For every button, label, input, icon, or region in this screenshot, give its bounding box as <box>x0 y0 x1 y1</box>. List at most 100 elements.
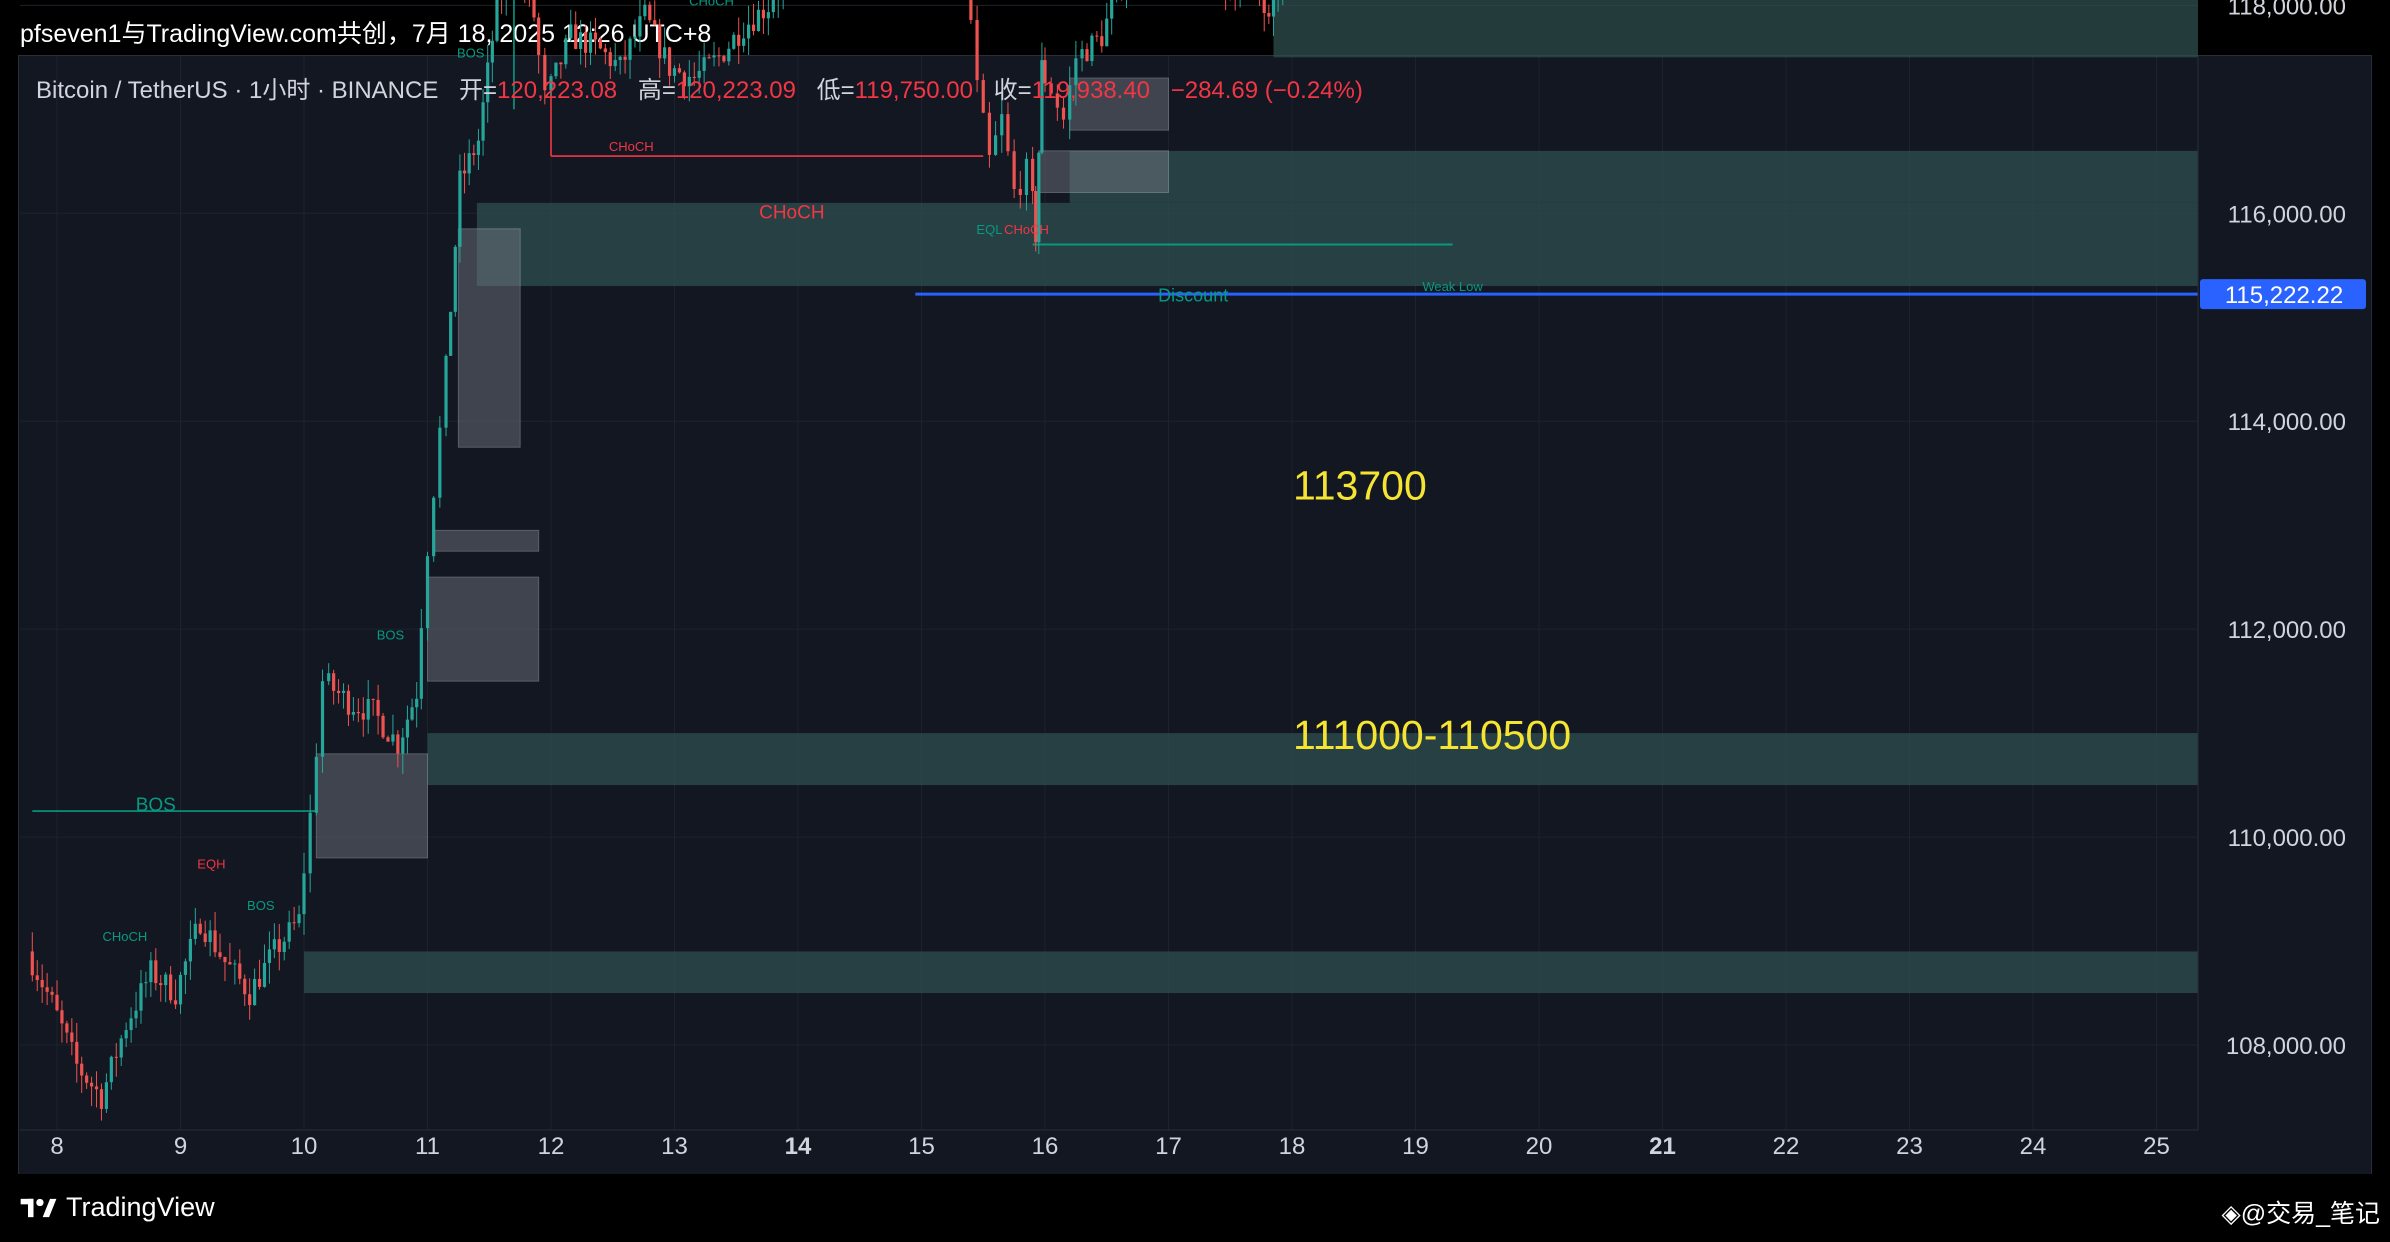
candle-body <box>188 938 192 962</box>
smc-label: CHoCH <box>759 202 824 223</box>
smc-label: BOS <box>136 795 176 816</box>
candle-body <box>164 974 168 986</box>
candle-body <box>677 68 682 73</box>
time-axis-tick: 25 <box>2143 1133 2170 1160</box>
candle-body <box>381 715 385 738</box>
smc-label: CHoCH <box>689 0 734 8</box>
order-block-box <box>1038 150 1169 193</box>
candle-body <box>277 939 281 952</box>
candle-body <box>139 983 143 1011</box>
candle-body <box>30 951 34 976</box>
candle-body <box>761 9 766 19</box>
symbol-label[interactable]: Bitcoin / TetherUS · 1小时 · BINANCE <box>36 77 439 104</box>
candle-body <box>707 57 711 59</box>
candle-body <box>287 922 291 942</box>
candle-body <box>65 1023 69 1033</box>
candle-body <box>282 941 286 952</box>
candle-body <box>663 47 667 59</box>
candle-body <box>453 246 457 312</box>
candle-body <box>114 1056 118 1058</box>
candle-body <box>99 1089 104 1109</box>
candle-body <box>341 690 346 694</box>
candle-body <box>751 24 756 32</box>
candle-body <box>223 956 227 963</box>
ohlc-legend: Bitcoin / TetherUS · 1小时 · BINANCE 开=120… <box>36 70 1363 105</box>
candle-body <box>564 38 568 65</box>
demand-zone <box>1273 0 2198 58</box>
price-chart[interactable]: PremiumStrong HighEquilibriumDiscountWea… <box>0 0 2390 1180</box>
price-axis-tick: 114,000.00 <box>2228 409 2346 436</box>
candle-body <box>462 170 467 174</box>
price-axis-tick: 110,000.00 <box>2228 825 2346 852</box>
candle-body <box>1055 93 1059 108</box>
time-axis-tick: 15 <box>908 1133 935 1160</box>
candle-body <box>543 54 547 91</box>
candle-body <box>702 57 706 71</box>
time-axis-tick: 24 <box>2020 1133 2047 1160</box>
candle-body <box>308 812 312 874</box>
candle-body <box>559 62 563 65</box>
candle-body <box>396 734 400 754</box>
time-axis-tick: 16 <box>1032 1133 1059 1160</box>
candle-body <box>297 914 301 924</box>
demand-zone <box>304 951 2198 994</box>
time-axis-tick: 18 <box>1279 1133 1306 1160</box>
candle-body <box>537 17 541 55</box>
high-value: 120,223.09 <box>675 77 796 104</box>
candle-body <box>70 1032 74 1042</box>
smc-label: CHoCH <box>103 929 148 944</box>
candle-body <box>1040 60 1044 153</box>
candle-body <box>203 933 207 943</box>
candle-body <box>401 737 405 754</box>
candle-body <box>658 24 662 59</box>
change-value: −284.69 (−0.24%) <box>1170 77 1363 104</box>
candle-body <box>80 1063 84 1076</box>
candle-body <box>366 698 370 720</box>
candle-body <box>386 737 390 742</box>
candle-body <box>183 961 188 975</box>
candle-body <box>159 983 163 986</box>
candle-body <box>1049 83 1053 94</box>
candle-body <box>248 994 252 1006</box>
watermark-text: @交易_笔记 <box>2240 1200 2380 1228</box>
candle-body <box>1068 85 1072 120</box>
candle-body <box>1012 151 1016 189</box>
candle-body <box>371 698 375 700</box>
time-axis-tick: 17 <box>1155 1133 1182 1160</box>
open-value: 120,223.08 <box>497 77 618 104</box>
demand-zone <box>427 733 2198 786</box>
candle-body <box>233 963 237 965</box>
candle-body <box>1074 58 1078 86</box>
tradingview-logo[interactable]: TradingView <box>20 1192 215 1223</box>
price-axis-tick: 116,000.00 <box>2228 201 2346 228</box>
candle-body <box>376 699 380 716</box>
time-axis-tick: 11 <box>415 1133 440 1160</box>
candle-body <box>419 628 423 699</box>
candle-body <box>603 48 607 53</box>
candle-body <box>444 355 448 428</box>
level-price-tag-text: 115,222.22 <box>2225 282 2343 309</box>
demand-zone <box>1069 150 2198 203</box>
candle-body <box>410 707 414 720</box>
candle-body <box>405 719 410 738</box>
candle-body <box>144 982 148 984</box>
candle-body <box>653 20 657 25</box>
price-target-annotation: 113700 <box>1293 463 1427 509</box>
candle-body <box>351 712 355 715</box>
price-axis[interactable] <box>2198 56 2370 1130</box>
candle-body <box>672 68 677 76</box>
level-price-tag <box>2200 279 2366 310</box>
candle-body <box>737 34 741 46</box>
time-axis-tick: 21 <box>1649 1133 1676 1160</box>
candle-body <box>1024 158 1029 195</box>
smc-label: BOS <box>457 45 485 60</box>
candle-body <box>756 9 761 32</box>
candle-body <box>1110 0 1114 19</box>
price-axis-tick: 112,000.00 <box>2228 617 2346 644</box>
order-block-box <box>315 753 429 859</box>
time-axis-tick: 12 <box>538 1133 565 1160</box>
candle-body <box>228 962 232 965</box>
candle-body <box>85 1075 89 1083</box>
candle-body <box>173 1000 178 1005</box>
candle-body <box>391 734 395 742</box>
